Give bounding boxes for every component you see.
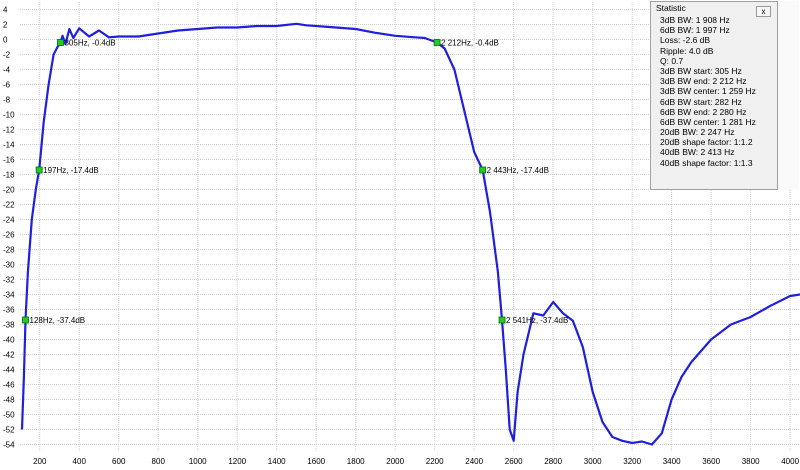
marker-label: 197Hz, -17.4dB	[43, 166, 99, 175]
x-tick-label: 2600	[505, 457, 523, 466]
y-tick-label: 0	[3, 36, 8, 45]
statistic-line: 3dB BW center: 1 259 Hz	[660, 86, 756, 97]
y-tick-label: -14	[3, 141, 15, 150]
y-tick-label: -44	[3, 366, 15, 375]
y-tick-label: -10	[3, 111, 15, 120]
statistic-title: Statistic	[656, 3, 686, 13]
y-tick-label: -40	[3, 336, 15, 345]
statistic-line: 40dB BW: 2 413 Hz	[660, 147, 735, 158]
x-tick-label: 800	[152, 457, 166, 466]
marker-point	[479, 166, 487, 174]
x-tick-label: 3000	[584, 457, 602, 466]
marker-label: 305Hz, -0.4dB	[64, 39, 115, 48]
close-button[interactable]: x	[756, 6, 771, 17]
x-tick-label: 400	[73, 457, 87, 466]
y-tick-label: -38	[3, 321, 15, 330]
marker-label: 2 443Hz, -17.4dB	[487, 166, 549, 175]
x-tick-label: 1000	[189, 457, 207, 466]
statistic-line: 6dB BW start: 282 Hz	[660, 96, 742, 107]
statistic-line: 6dB BW center: 1 281 Hz	[660, 116, 756, 127]
x-tick-label: 3400	[663, 457, 681, 466]
y-tick-label: -20	[3, 186, 15, 195]
statistic-line: 40dB shape factor: 1:1.3	[660, 157, 753, 168]
y-tick-label: -16	[3, 156, 15, 165]
x-tick-label: 3800	[742, 457, 760, 466]
y-tick-label: -22	[3, 201, 15, 210]
x-tick-label: 2800	[544, 457, 562, 466]
y-tick-label: -36	[3, 306, 15, 315]
y-tick-label: -24	[3, 216, 15, 225]
y-tick-labels: 4 2 0 -2 -4 -6 -8 -10 -12 -14 -16 -18 -20 -22 -24 -26 -2…	[3, 6, 15, 450]
measurement-markers: 305Hz, -0.4dB 197Hz, -17.4dB 128Hz, -37.4d…	[22, 39, 568, 325]
x-tick-label: 3200	[623, 457, 641, 466]
y-tick-label: -48	[3, 396, 15, 405]
x-tick-label: 1800	[347, 457, 365, 466]
x-tick-label: 200	[33, 457, 47, 466]
x-tick-label: 2400	[465, 457, 483, 466]
y-tick-label: -8	[3, 96, 11, 105]
marker-point	[22, 316, 29, 324]
y-tick-label: -2	[3, 51, 11, 60]
y-tick-label: -52	[3, 426, 15, 435]
y-tick-label: -54	[3, 441, 15, 450]
x-tick-label: 1200	[228, 457, 246, 466]
statistic-line: 20dB BW: 2 247 Hz	[660, 127, 735, 138]
marker-label: 128Hz, -37.4dB	[30, 316, 86, 325]
x-tick-label: 3600	[702, 457, 720, 466]
grid-lines	[20, 2, 800, 452]
statistic-line: 6dB BW end: 2 280 Hz	[660, 106, 747, 117]
x-tick-labels: 200 400 600 800 1000 1200 1400 1600 1800 2000 2200…	[33, 457, 800, 466]
x-tick-label: 2200	[426, 457, 444, 466]
x-tick-label: 600	[112, 457, 126, 466]
y-tick-label: -32	[3, 276, 15, 285]
statistic-line: 3dB BW end: 2 212 Hz	[660, 76, 747, 87]
y-tick-label: -30	[3, 261, 15, 270]
marker-point	[57, 39, 64, 46]
statistic-line: 3dB BW start: 305 Hz	[660, 65, 742, 76]
x-tick-label: 1400	[268, 457, 286, 466]
statistic-line: Ripple: 4.0 dB	[660, 45, 714, 56]
y-tick-label: -6	[3, 81, 11, 90]
y-tick-label: -26	[3, 231, 15, 240]
statistic-line: Loss: -2.6 dB	[660, 35, 711, 46]
y-tick-label: -4	[3, 66, 11, 75]
response-curve	[20, 22, 800, 446]
y-tick-label: -12	[3, 126, 15, 135]
marker-label: 2 212Hz, -0.4dB	[441, 39, 499, 48]
y-tick-label: 4	[3, 6, 8, 15]
marker-point	[35, 166, 43, 174]
statistic-panel-scrollbar[interactable]	[778, 1, 799, 190]
y-tick-label: -18	[3, 171, 15, 180]
marker-point	[433, 39, 441, 46]
y-tick-label: -50	[3, 411, 15, 420]
statistic-line: 20dB shape factor: 1:1.2	[660, 137, 753, 148]
statistic-line: 6dB BW: 1 997 Hz	[660, 25, 730, 36]
marker-point	[498, 316, 506, 324]
statistic-panel: Statistic x 3dB BW: 1 908 Hz 6dB BW: 1 99…	[650, 1, 778, 190]
marker-label: 2 541Hz, -37.4dB	[506, 316, 568, 325]
statistic-list: 3dB BW: 1 908 Hz 6dB BW: 1 997 Hz Loss: -2…	[660, 15, 756, 168]
y-tick-label: -34	[3, 291, 15, 300]
x-tick-label: 2000	[386, 457, 404, 466]
x-tick-label: 4000	[781, 457, 799, 466]
y-tick-label: 2	[3, 21, 8, 30]
statistic-line: 3dB BW: 1 908 Hz	[660, 15, 730, 25]
statistic-line: Q: 0.7	[660, 55, 684, 66]
y-tick-label: -28	[3, 246, 15, 255]
y-tick-label: -46	[3, 381, 15, 390]
x-tick-label: 1600	[307, 457, 325, 466]
y-tick-label: -42	[3, 351, 15, 360]
